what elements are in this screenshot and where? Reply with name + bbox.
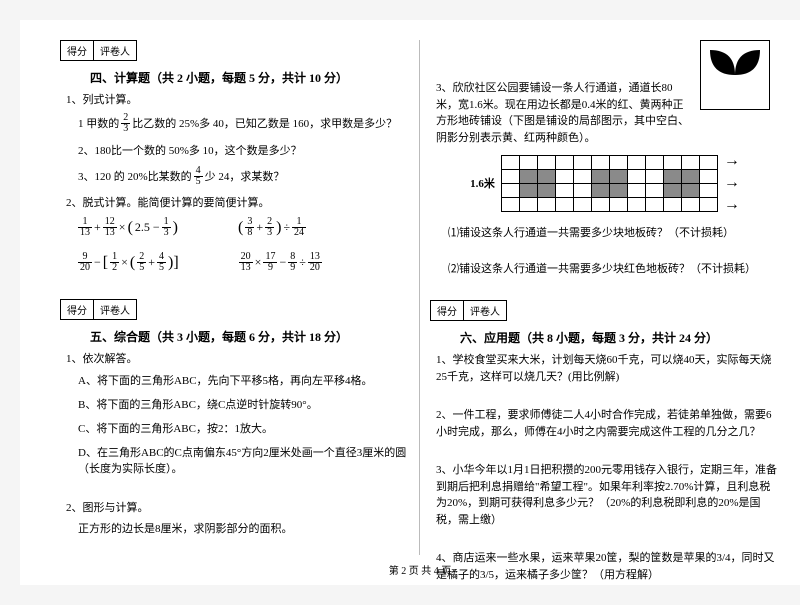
expr-4: 2013 × 179 − 89 ÷ 1320: [239, 252, 322, 273]
sec6-q2: 2、一件工程，要求师傅徒二人4小时合作完成，若徒弟单独做，需要6小时完成，那么，…: [436, 407, 780, 440]
grader-label-3: 评卷人: [464, 301, 506, 320]
q1a-pre: 1 甲数的: [78, 115, 119, 131]
sec6-q1: 1、学校食堂买来大米，计划每天烧60千克，可以烧40天，实际每天烧25千克，这样…: [436, 352, 780, 385]
sec6-title: 六、应用题（共 8 小题，每题 3 分，共计 24 分）: [460, 329, 780, 346]
grader-label-2: 评卷人: [94, 300, 136, 319]
score-label: 得分: [61, 41, 94, 60]
arrow-icon: →: [724, 152, 740, 170]
right-q3-sub1: ⑴铺设这条人行通道一共需要多少块地板砖？（不计损耗）: [448, 224, 780, 240]
scorebox-sec5: 得分 评卷人: [60, 299, 137, 320]
grid-label: 1.6米: [470, 175, 495, 191]
expr-1: 113 + 1213 × (2.5 − 13 ): [78, 217, 178, 238]
sec4-q1c: 3、120 的 20%比某数的 45 少 24，求某数？: [78, 166, 409, 187]
tile-grid: [501, 155, 718, 212]
sec4-q1a: 1 甲数的 23 比乙数的 25%多 40，已知乙数是 160，求甲数是多少？: [78, 113, 409, 134]
sec5-q1a: A、将下面的三角形ABC，先向下平移5格，再向左平移4格。: [78, 372, 409, 388]
expr-2: ( 38 + 23 ) ÷ 124: [238, 217, 306, 238]
left-column: 得分 评卷人 四、计算题（共 2 小题，每题 5 分，共计 10 分） 1、列式…: [50, 40, 420, 555]
frac-2-3: 23: [121, 113, 130, 134]
score-label-3: 得分: [431, 301, 464, 320]
sec5-q1b: B、将下面的三角形ABC，绕C点逆时针旋转90°。: [78, 396, 409, 412]
sec5-q2a: 正方形的边长是8厘米，求阴影部分的面积。: [78, 520, 409, 536]
q1a-post: 比乙数的 25%多 40，已知乙数是 160，求甲数是多少？: [132, 115, 397, 131]
scorebox-sec4: 得分 评卷人: [60, 40, 137, 61]
right-column: 3、欣欣社区公园要铺设一条人行通道，通道长80米，宽1.6米。现在用边长都是0.…: [420, 40, 790, 555]
arrow-icon: →: [724, 174, 740, 192]
logo-diagram: [700, 40, 770, 110]
arrow-icon: →: [724, 196, 740, 214]
sec4-q1: 1、列式计算。: [66, 92, 409, 109]
scorebox-sec6: 得分 评卷人: [430, 300, 507, 321]
q1c-pre: 3、120 的 20%比某数的: [78, 168, 192, 184]
sec6-q3: 3、小华今年以1月1日把积攒的200元零用钱存入银行，定期三年，准备到期后把利息…: [436, 462, 780, 528]
score-label-2: 得分: [61, 300, 94, 319]
sec5-q1c: C、将下面的三角形ABC，按2：1放大。: [78, 420, 409, 436]
right-q3-sub2: ⑵铺设这条人行通道一共需要多少块红色地板砖？（不计损耗）: [448, 260, 780, 276]
sec5-q1d: D、在三角形ABC的C点南偏东45°方向2厘米处画一个直径3厘米的圆（长度为实际…: [78, 444, 409, 476]
tile-grid-wrap: 1.6米 → → →: [430, 152, 780, 214]
sec4-q1b: 2、180比一个数的 50%多 10，这个数是多少？: [78, 142, 409, 158]
expr-3: 920 − [ 12 × ( 25 + 45 )]: [78, 252, 179, 273]
sec5-q2: 2、图形与计算。: [66, 500, 409, 517]
sec4-title: 四、计算题（共 2 小题，每题 5 分，共计 10 分）: [90, 69, 409, 86]
sec5-title: 五、综合题（共 3 小题，每题 6 分，共计 18 分）: [90, 328, 409, 345]
page-footer: 第 2 页 共 4 页: [20, 562, 800, 577]
math-row-2: 920 − [ 12 × ( 25 + 45 )] 2013 × 179 − 8…: [78, 252, 409, 273]
exam-page: 得分 评卷人 四、计算题（共 2 小题，每题 5 分，共计 10 分） 1、列式…: [20, 20, 800, 585]
grader-label: 评卷人: [94, 41, 136, 60]
curve-icon: [705, 45, 765, 105]
arrow-icons: → → →: [724, 152, 740, 214]
q1c-post: 少 24，求某数？: [205, 168, 285, 184]
sec4-q2: 2、脱式计算。能简便计算的要简便计算。: [66, 195, 409, 212]
sec5-q1: 1、依次解答。: [66, 351, 409, 368]
math-row-1: 113 + 1213 × (2.5 − 13 ) ( 38 + 23 ) ÷ 1…: [78, 217, 409, 238]
frac-4-5: 45: [194, 166, 203, 187]
